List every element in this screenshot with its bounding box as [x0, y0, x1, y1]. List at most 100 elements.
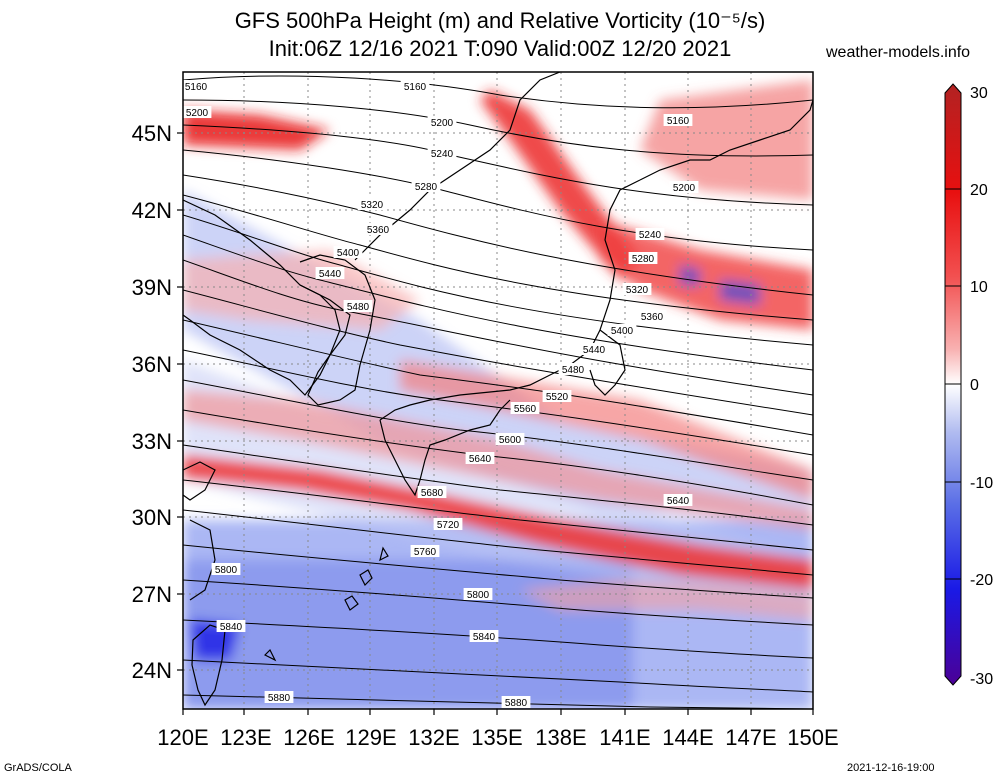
contour-label-bg	[628, 252, 658, 264]
contour-label-bg	[463, 588, 493, 600]
contour-label: 5520	[546, 392, 569, 403]
lat-tick-27N: 27N	[132, 582, 172, 607]
contour-label-bg	[417, 486, 447, 498]
contour-label-bg	[501, 696, 531, 708]
site-label: weather-models.info	[826, 44, 971, 61]
contour-label: 5640	[469, 454, 492, 465]
contour-label: 5840	[220, 622, 243, 633]
contour-label-bg	[411, 180, 441, 192]
contour-label: 5480	[347, 302, 370, 313]
contour-label: 5160	[404, 82, 427, 93]
lon-tick-129E: 129E	[345, 725, 396, 750]
contour-label-bg	[315, 267, 345, 279]
contour-label: 5280	[415, 182, 438, 193]
contour-label-bg	[181, 80, 211, 92]
contour-label: 5200	[186, 108, 209, 119]
contour-label-bg	[211, 563, 241, 575]
lon-tick-labels: 120E 123E 126E 129E 132E 135E 138E 141E …	[157, 725, 838, 750]
contour-label: 5840	[473, 632, 496, 643]
colorbar-label-10: 10	[970, 279, 988, 296]
lon-tick-132E: 132E	[408, 725, 459, 750]
colorbar-label-minus30: -30	[970, 671, 993, 688]
contour-label: 5640	[667, 496, 690, 507]
chart-subtitle: Init:06Z 12/16 2021 T:090 Valid:00Z 12/2…	[268, 36, 732, 61]
contour-label: 5240	[639, 230, 662, 241]
contour-label: 5240	[431, 149, 454, 160]
lon-tick-150E: 150E	[787, 725, 838, 750]
map-panel: 5160 5160 5160 5200 5200 5200 5240 5240 5280 5280…	[181, 71, 814, 710]
contour-label-bg	[607, 324, 637, 336]
contour-label: 5320	[361, 200, 384, 211]
contour-label-bg	[363, 223, 393, 235]
contour-label: 5720	[437, 520, 460, 531]
contour-labels: 5160 5160 5160 5200 5200 5200 5240 5240 5280 5280…	[181, 80, 699, 709]
contour-label: 5880	[505, 698, 528, 709]
contour-label-bg	[510, 402, 540, 414]
contour-label-bg	[400, 80, 430, 92]
contour-label: 5400	[337, 248, 360, 259]
contour-label: 5160	[185, 82, 208, 93]
contour-label-bg	[427, 147, 457, 159]
colorbar: 30 20 10 0 -10 -20 -30	[944, 83, 993, 688]
contour-label: 5600	[499, 435, 522, 446]
colorbar-label-minus10: -10	[970, 475, 993, 492]
height-contours	[183, 75, 813, 709]
lon-tick-126E: 126E	[283, 725, 334, 750]
axis-ticks	[177, 132, 814, 715]
contour-label: 5320	[626, 285, 649, 296]
contour-label-bg	[669, 181, 699, 193]
lon-tick-138E: 138E	[535, 725, 586, 750]
contour-label-bg	[579, 343, 609, 355]
lon-tick-123E: 123E	[220, 725, 271, 750]
contour-label-bg	[264, 691, 294, 703]
contour-label: 5200	[431, 118, 454, 129]
contour-label-bg	[495, 433, 525, 445]
lon-tick-144E: 144E	[662, 725, 713, 750]
contour-label: 5480	[562, 365, 585, 376]
lat-tick-39N: 39N	[132, 275, 172, 300]
contour-label-bg	[663, 114, 693, 126]
contour-label-bg	[216, 620, 246, 632]
contour-label-bg	[622, 283, 652, 295]
contour-label-bg	[465, 452, 495, 464]
colorbar-label-minus20: -20	[970, 572, 993, 589]
contour-label-bg	[635, 228, 665, 240]
lon-tick-141E: 141E	[599, 725, 650, 750]
colorbar-label-30: 30	[970, 85, 988, 102]
contour-label: 5280	[632, 254, 655, 265]
contour-label-bg	[433, 518, 463, 530]
lat-tick-42N: 42N	[132, 198, 172, 223]
lat-tick-labels: 24N 27N 30N 33N 36N 39N 42N 45N	[132, 121, 172, 683]
contour-label: 5360	[367, 225, 390, 236]
contour-label: 5440	[583, 345, 606, 356]
contour-label: 5440	[319, 269, 342, 280]
contour-label: 5760	[414, 547, 437, 558]
contour-label: 5560	[514, 404, 537, 415]
lon-tick-147E: 147E	[725, 725, 776, 750]
lat-tick-45N: 45N	[132, 121, 172, 146]
contour-label-bg	[182, 106, 212, 118]
contour-label: 5360	[641, 312, 664, 323]
lon-tick-120E: 120E	[157, 725, 208, 750]
contour-label: 5800	[215, 565, 238, 576]
contour-label: 5400	[611, 326, 634, 337]
contour-label-bg	[469, 630, 499, 642]
contour-label-bg	[663, 494, 693, 506]
contour-label: 5680	[421, 488, 444, 499]
chart-title: GFS 500hPa Height (m) and Relative Vorti…	[234, 8, 766, 33]
contour-label-bg	[410, 545, 440, 557]
map-frame	[182, 71, 814, 710]
contour-label: 5200	[673, 183, 696, 194]
contour-label: 5800	[467, 590, 490, 601]
footer-software: GrADS/COLA	[4, 762, 72, 774]
lon-tick-135E: 135E	[471, 725, 522, 750]
contour-label-bg	[357, 198, 387, 210]
lat-tick-24N: 24N	[132, 658, 172, 683]
contour-label-bg	[333, 246, 363, 258]
contour-label-bg	[427, 116, 457, 128]
contour-label-bg	[343, 300, 373, 312]
lat-tick-30N: 30N	[132, 505, 172, 530]
contour-label: 5880	[268, 693, 291, 704]
contour-label-bg	[542, 390, 572, 402]
contour-label-bg	[558, 363, 588, 375]
